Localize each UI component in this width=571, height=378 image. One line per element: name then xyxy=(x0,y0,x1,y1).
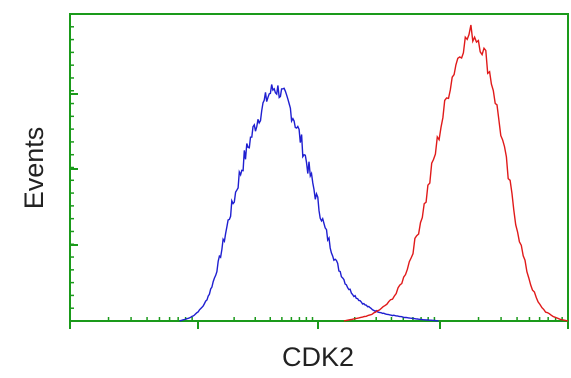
plot-frame xyxy=(69,13,569,322)
series-group xyxy=(179,24,569,322)
y-axis-label: Events xyxy=(19,127,49,210)
series-line-blue xyxy=(179,84,439,322)
x-axis-ticks xyxy=(69,317,569,329)
x-axis-label: CDK2 xyxy=(282,342,354,372)
y-axis-ticks xyxy=(70,13,78,322)
series-line-red xyxy=(343,24,569,322)
